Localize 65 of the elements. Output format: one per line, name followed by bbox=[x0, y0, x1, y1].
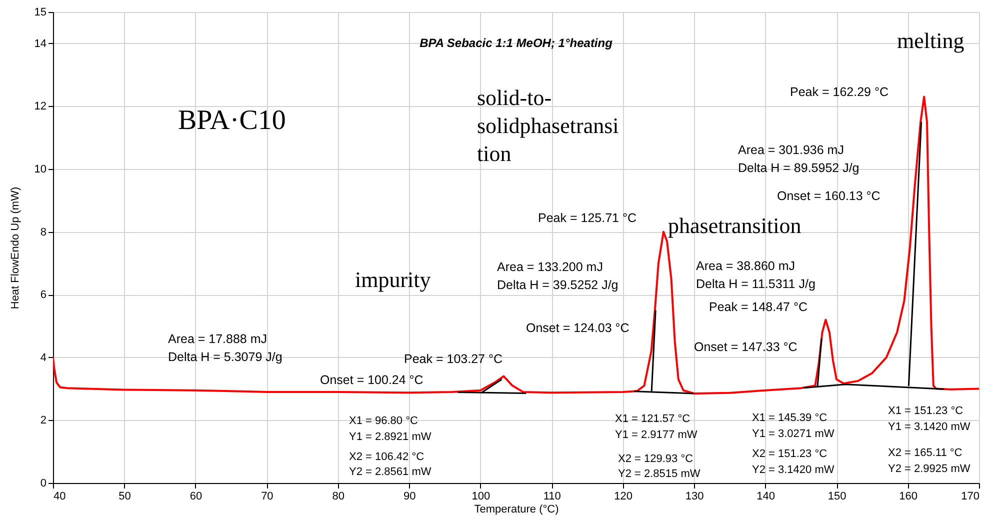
x-tick-label: 80 bbox=[332, 490, 345, 502]
y-tick-label: 0 bbox=[40, 478, 46, 490]
x-tick-label: 70 bbox=[261, 490, 274, 502]
annotation: Area = 301.936 mJ bbox=[738, 143, 844, 157]
annotation: phasetransition bbox=[668, 213, 802, 238]
annotation: Area = 133.200 mJ bbox=[497, 260, 603, 274]
y-tick-label: 2 bbox=[40, 414, 46, 427]
annotation: Onset = 147.33 °C bbox=[694, 340, 798, 354]
annotation: melting bbox=[897, 28, 964, 53]
annotation: Y1 = 2.9177 mW bbox=[615, 429, 698, 441]
annotation: Area = 38.860 mJ bbox=[696, 259, 796, 273]
x-tick-label: 170 bbox=[961, 490, 980, 502]
x-tick-label: 100 bbox=[472, 490, 490, 502]
y-tick-label: 14 bbox=[34, 38, 46, 50]
x-tick-label: 160 bbox=[899, 490, 918, 502]
x-axis-title: Temperature (°C) bbox=[474, 504, 559, 516]
annotation: X1 = 145.39 °C bbox=[752, 412, 828, 424]
annotation: X2 = 129.93 °C bbox=[618, 453, 694, 465]
annotation: Delta H = 5.3079 J/g bbox=[168, 350, 282, 364]
annotation: Y1 = 3.1420 mW bbox=[888, 421, 971, 433]
x-tick-label: 130 bbox=[685, 490, 704, 502]
annotation: Peak = 103.27 °C bbox=[404, 352, 502, 366]
annotation: X2 = 151.23 °C bbox=[752, 448, 828, 460]
y-tick-label: 12 bbox=[34, 100, 46, 113]
annotation: Delta H = 39.5252 J/g bbox=[497, 278, 618, 292]
y-tick-label: 15 bbox=[34, 6, 46, 18]
annotation: Y2 = 2.9925 mW bbox=[888, 463, 971, 475]
y-tick-label: 4 bbox=[40, 352, 46, 364]
y-tick-label: 6 bbox=[40, 289, 46, 302]
annotation: Y2 = 2.8515 mW bbox=[618, 468, 701, 480]
annotation: BPA·C10 bbox=[178, 105, 286, 136]
annotation: Delta H = 89.5952 J/g bbox=[738, 161, 860, 175]
annotation: Peak = 148.47 °C bbox=[709, 300, 808, 314]
x-tick-label: 50 bbox=[118, 490, 131, 502]
x-tick-label: 150 bbox=[828, 490, 846, 502]
annotation: Y1 = 2.8921 mW bbox=[349, 431, 432, 443]
text: BPA Sebacic 1:1 MeOH; 1°heating bbox=[420, 36, 614, 50]
annotation: X1 = 121.57 °C bbox=[615, 413, 690, 425]
x-tick-label: 40 bbox=[54, 490, 66, 502]
annotation: Peak = 125.71 °C bbox=[538, 211, 636, 225]
x-tick-label: 60 bbox=[190, 490, 202, 502]
y-axis-title: Heat FlowEndo Up (mW) bbox=[9, 186, 22, 310]
x-tick-label: 90 bbox=[404, 490, 416, 502]
annotation: tion bbox=[477, 141, 512, 166]
x-tick-label: 110 bbox=[543, 490, 561, 502]
x-tick-label: 140 bbox=[756, 490, 775, 502]
annotation: Onset = 160.13 °C bbox=[777, 189, 880, 203]
annotation: Onset = 124.03 °C bbox=[526, 321, 630, 335]
annotation: Delta H = 11.5311 J/g bbox=[696, 277, 816, 291]
x-tick-label: 120 bbox=[614, 490, 633, 502]
annotation: X1 = 96.80 °C bbox=[349, 415, 418, 427]
annotation: Peak = 162.29 °C bbox=[790, 85, 888, 99]
y-tick-label: 8 bbox=[40, 226, 46, 238]
annotation: Area = 17.888 mJ bbox=[168, 332, 268, 346]
annotation: impurity bbox=[355, 267, 431, 292]
annotation: X2 = 106.42 °C bbox=[349, 451, 424, 463]
annotation: Onset = 100.24 °C bbox=[320, 373, 424, 387]
annotation: Y2 = 3.1420 mW bbox=[752, 464, 835, 476]
annotation: X1 = 151.23 °C bbox=[888, 405, 964, 417]
annotation: X2 = 165.11 °C bbox=[888, 447, 962, 459]
annotation: solid-to- bbox=[477, 85, 552, 110]
annotation: Y2 = 2.8561 mW bbox=[349, 466, 432, 478]
annotation: solidphasetransi bbox=[477, 113, 619, 138]
annotation: Y1 = 3.0271 mW bbox=[752, 428, 835, 440]
y-tick-label: 10 bbox=[34, 164, 46, 176]
